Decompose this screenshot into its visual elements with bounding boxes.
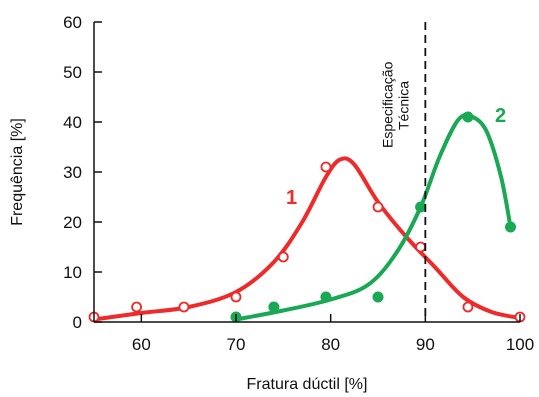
series-curves <box>92 112 522 322</box>
x-tick-label: 100 <box>506 335 534 354</box>
x-ticks: 60 70 80 90 100 <box>132 314 534 354</box>
y-tick-label: 60 <box>63 13 82 32</box>
y-tick-label: 40 <box>63 113 82 132</box>
series-1-point <box>178 301 190 313</box>
series-1-point <box>320 161 332 173</box>
series-markers <box>88 111 526 323</box>
x-tick-label: 60 <box>132 335 151 354</box>
y-tick-label: 50 <box>63 63 82 82</box>
series-2-point <box>320 291 332 303</box>
series-2-point <box>268 301 280 313</box>
series-2-point <box>505 221 517 233</box>
series-2-point <box>372 291 384 303</box>
y-tick-label: 0 <box>73 313 82 332</box>
series-1-point <box>230 291 242 303</box>
x-axis-title: Fratura dúctil [%] <box>247 376 368 393</box>
plot-area <box>88 111 526 323</box>
series-2-label: 2 <box>495 105 506 127</box>
y-tick-label: 30 <box>63 163 82 182</box>
series-1-point <box>415 241 427 253</box>
spec-label-line-1: Especificação <box>379 61 395 148</box>
series-1-point <box>462 301 474 313</box>
y-ticks: 0 10 20 30 40 50 60 <box>63 13 102 332</box>
y-tick-label: 20 <box>63 213 82 232</box>
series-2-point <box>462 111 474 123</box>
series-2-point <box>415 201 427 213</box>
y-axis-title: Frequência [%] <box>9 118 26 226</box>
spec-label-line-2: Técnica <box>395 81 411 130</box>
x-tick-label: 90 <box>416 335 435 354</box>
x-tick-label: 80 <box>321 335 340 354</box>
series-1-line <box>92 156 522 322</box>
series-1-point <box>277 251 289 263</box>
series-1-point <box>131 301 143 313</box>
x-tick-label: 70 <box>227 335 246 354</box>
series-1-label: 1 <box>286 187 297 209</box>
y-tick-label: 10 <box>63 263 82 282</box>
series-2-line <box>234 112 513 322</box>
spec-line-group: Especificação Técnica <box>379 22 427 322</box>
series-1-point <box>372 201 384 213</box>
